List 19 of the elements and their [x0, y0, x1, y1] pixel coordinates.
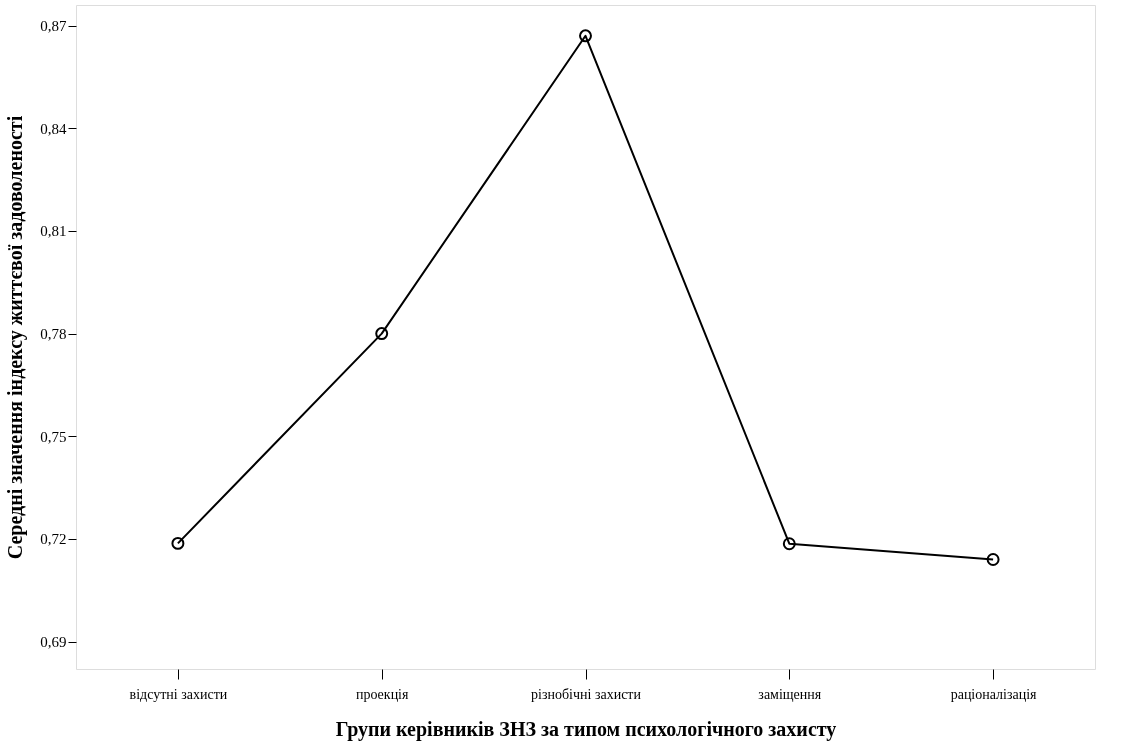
y-tick-label: 0,75: [40, 428, 67, 445]
y-tick-label: 0,84: [40, 120, 67, 137]
y-tick-label: 0,87: [40, 18, 67, 35]
y-tick-label: 0,81: [40, 223, 67, 240]
y-axis-title: Середні значення індексу життєвої задоволеності: [4, 115, 28, 560]
y-tick-label: 0,69: [40, 634, 67, 651]
x-tick-label: різнобічні захисти: [531, 686, 642, 702]
x-tick-label: заміщення: [758, 686, 822, 702]
x-tick-label: проекція: [355, 686, 410, 702]
point: [171, 536, 185, 550]
point: [375, 327, 389, 341]
x-axis-title: Групи керівників ЗНЗ за типом психологічного захисту: [335, 717, 837, 741]
y-tick-label: 0,72: [40, 531, 67, 548]
x-tick-label: раціоналізація: [950, 686, 1038, 702]
x-tick-label: відсутні захисти: [129, 686, 228, 702]
point: [782, 537, 796, 551]
y-tick-label: 0,78: [40, 326, 67, 343]
point: [986, 553, 1000, 566]
point: [579, 29, 592, 43]
